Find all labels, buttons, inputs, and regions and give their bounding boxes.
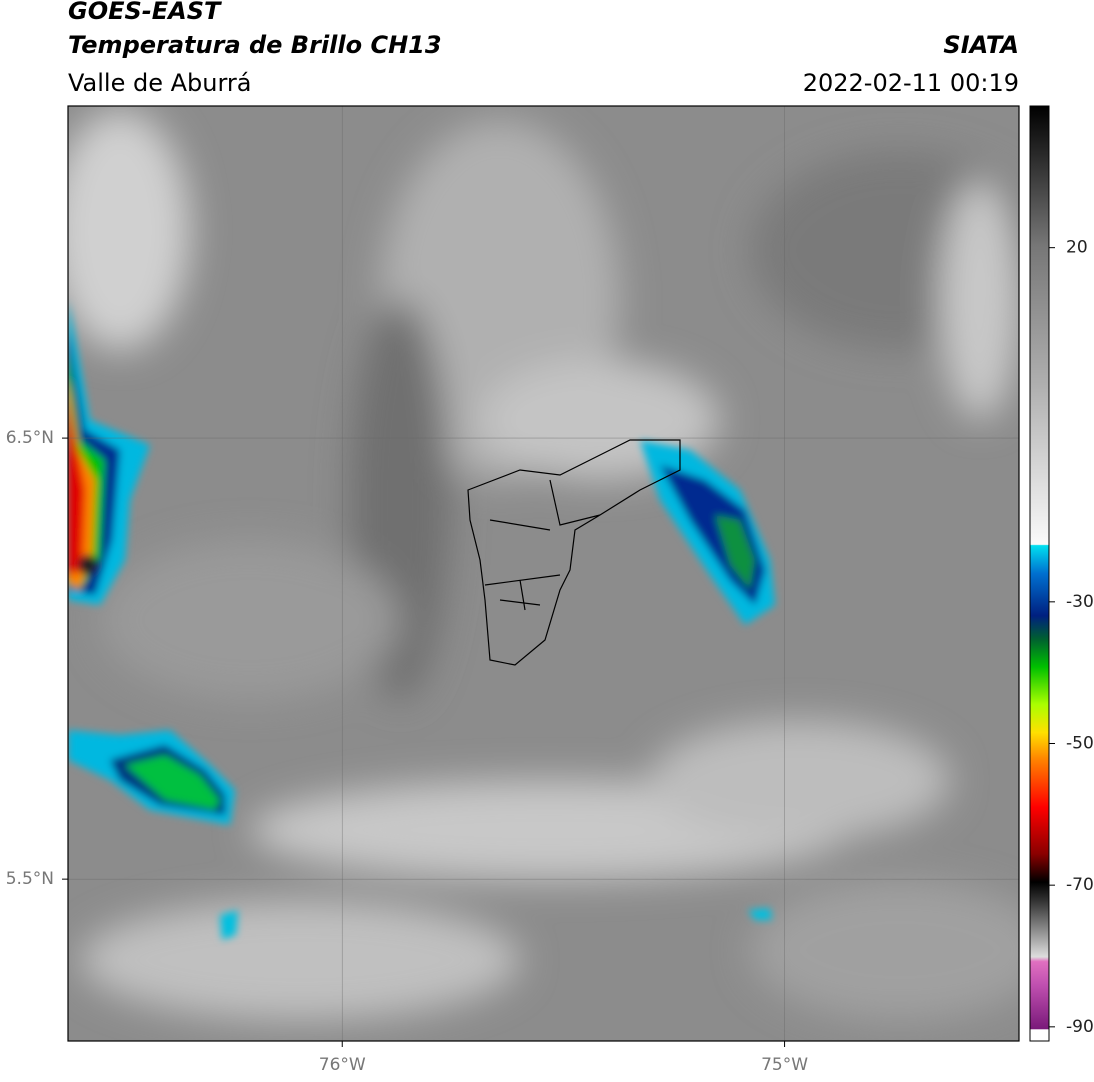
y-tick-label: 6.5°N xyxy=(6,428,54,448)
y-tick-label: 5.5°N xyxy=(6,869,54,889)
colorbar-tick-label: 20 xyxy=(1066,238,1088,258)
source: SIATA xyxy=(943,31,1019,59)
subtitle: Temperatura de Brillo CH13 xyxy=(68,31,442,59)
region: Valle de Aburrá xyxy=(68,69,252,97)
map-frame xyxy=(67,105,1020,1042)
x-tick-label: 75°W xyxy=(761,1055,808,1075)
timestamp: 2022-02-11 00:19 xyxy=(803,69,1019,97)
colorbar xyxy=(1029,105,1050,1042)
colorbar-ticks: 20 -30 -50 -70 -90 xyxy=(1049,238,1094,1037)
colorbar-tick-label: -90 xyxy=(1066,1017,1094,1037)
graticule: 76°W 75°W 6.5°N 5.5°N xyxy=(6,106,1019,1075)
x-tick-label: 76°W xyxy=(319,1055,366,1075)
colorbar-tick-label: -70 xyxy=(1066,875,1094,895)
colorbar-tick-label: -30 xyxy=(1066,592,1094,612)
colorbar-tick-label: -50 xyxy=(1066,734,1094,754)
title: GOES-EAST xyxy=(68,0,222,25)
satellite-image xyxy=(68,106,1019,1041)
